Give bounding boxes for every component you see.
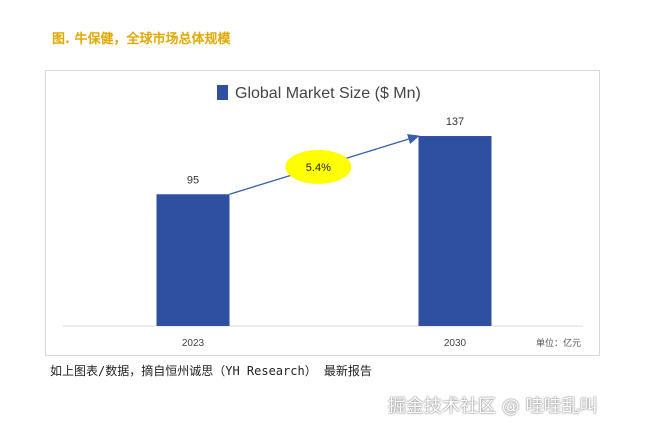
data-label-2023: 95 xyxy=(187,174,199,186)
legend-label: Global Market Size ($ Mn) xyxy=(235,85,421,102)
bar-chart: Global Market Size ($ Mn) 95 137 2023 2030… xyxy=(63,85,583,349)
figure-title: 图. 牛保健，全球市场总体规模 xyxy=(52,32,231,47)
legend: Global Market Size ($ Mn) xyxy=(217,85,421,102)
x-tick-label-2030: 2030 xyxy=(444,338,467,349)
chart-frame xyxy=(45,70,600,356)
cagr-label: 5.4% xyxy=(306,162,331,174)
cagr-bubble xyxy=(285,149,352,184)
bar-2023 xyxy=(156,194,230,326)
watermark-text: 掘金技术社区 @ 哇哇乱叫 xyxy=(388,396,598,417)
source-caption: 如上图表/数据，摘自恒州诚思（YH Research） 最新报告 xyxy=(50,364,372,378)
unit-note: 单位：亿元 xyxy=(536,337,581,349)
legend-swatch xyxy=(217,85,228,100)
x-tick-label-2023: 2023 xyxy=(182,338,205,349)
bar-2030 xyxy=(418,136,492,326)
data-label-2030: 137 xyxy=(446,116,464,128)
